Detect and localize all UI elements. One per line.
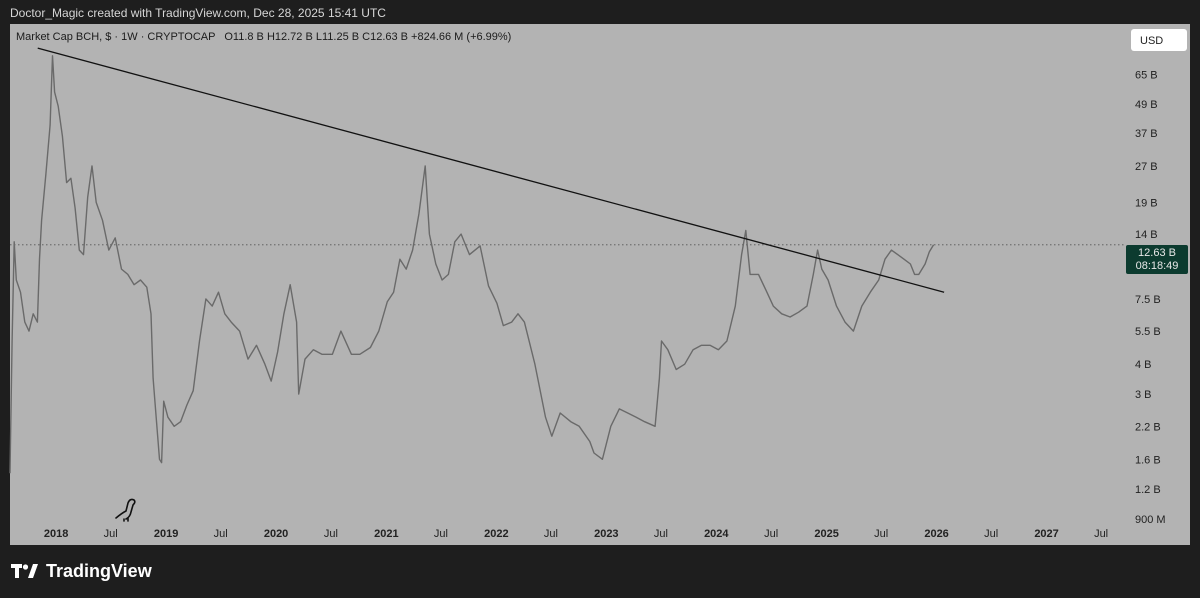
x-tick-label: Jul	[104, 528, 118, 540]
x-tick-label: Jul	[764, 528, 778, 540]
symbol-legend: Market Cap BCH, $ · 1W · CRYPTOCAP O11.8…	[16, 31, 511, 43]
y-tick-label: 27 B	[1135, 161, 1158, 173]
y-tick-label: 3 B	[1135, 389, 1152, 401]
x-tick-label: Jul	[214, 528, 228, 540]
brand-name: TradingView	[46, 561, 152, 581]
y-tick-label: 5.5 B	[1135, 326, 1161, 338]
x-tick-label: Jul	[324, 528, 338, 540]
bar-countdown: 08:18:49	[1135, 260, 1179, 272]
y-tick-label: 37 B	[1135, 128, 1158, 140]
x-tick-label: 2020	[264, 528, 288, 540]
brand-logo[interactable]: TradingView	[11, 561, 152, 582]
x-tick-label: 2018	[44, 528, 68, 540]
resistance-trendline	[37, 47, 945, 293]
dino-icon	[115, 498, 136, 522]
y-tick-label: 49 B	[1135, 99, 1158, 111]
y-tick-label: 2.2 B	[1135, 421, 1161, 433]
last-price-tag: 12.63 B 08:18:49	[1126, 245, 1188, 274]
x-tick-label: Jul	[984, 528, 998, 540]
currency-button[interactable]: USD	[1131, 29, 1187, 51]
y-tick-label: 14 B	[1135, 229, 1158, 241]
x-tick-label: 2023	[594, 528, 618, 540]
y-tick-label: 1.2 B	[1135, 484, 1161, 496]
tradingview-logo-icon	[11, 563, 38, 578]
y-tick-label: 7.5 B	[1135, 294, 1161, 306]
chart-caption: Doctor_Magic created with TradingView.co…	[10, 6, 386, 20]
y-tick-label: 65 B	[1135, 70, 1158, 82]
x-tick-label: 2019	[154, 528, 178, 540]
symbol-title: Market Cap BCH, $ · 1W · CRYPTOCAP	[16, 31, 216, 43]
last-price-value: 12.63 B	[1138, 247, 1176, 259]
x-tick-label: 2021	[374, 528, 398, 540]
y-tick-label: 1.6 B	[1135, 454, 1161, 466]
ohlc-readout: O11.8 B H12.72 B L11.25 B C12.63 B +824.…	[224, 31, 512, 43]
x-tick-label: 2022	[484, 528, 508, 540]
x-tick-label: 2027	[1034, 528, 1058, 540]
y-tick-label: 4 B	[1135, 359, 1152, 371]
x-tick-label: Jul	[654, 528, 668, 540]
x-tick-label: Jul	[1094, 528, 1108, 540]
footer-bar	[0, 545, 1200, 598]
x-tick-label: Jul	[544, 528, 558, 540]
dino-icon-path	[115, 498, 136, 522]
x-tick-label: 2026	[924, 528, 948, 540]
y-tick-label: 19 B	[1135, 197, 1158, 209]
x-tick-label: Jul	[434, 528, 448, 540]
y-tick-label: 900 M	[1135, 514, 1166, 526]
x-tick-label: Jul	[874, 528, 888, 540]
price-series-line	[9, 55, 935, 474]
x-tick-label: 2025	[814, 528, 838, 540]
x-tick-label: 2024	[704, 528, 729, 540]
